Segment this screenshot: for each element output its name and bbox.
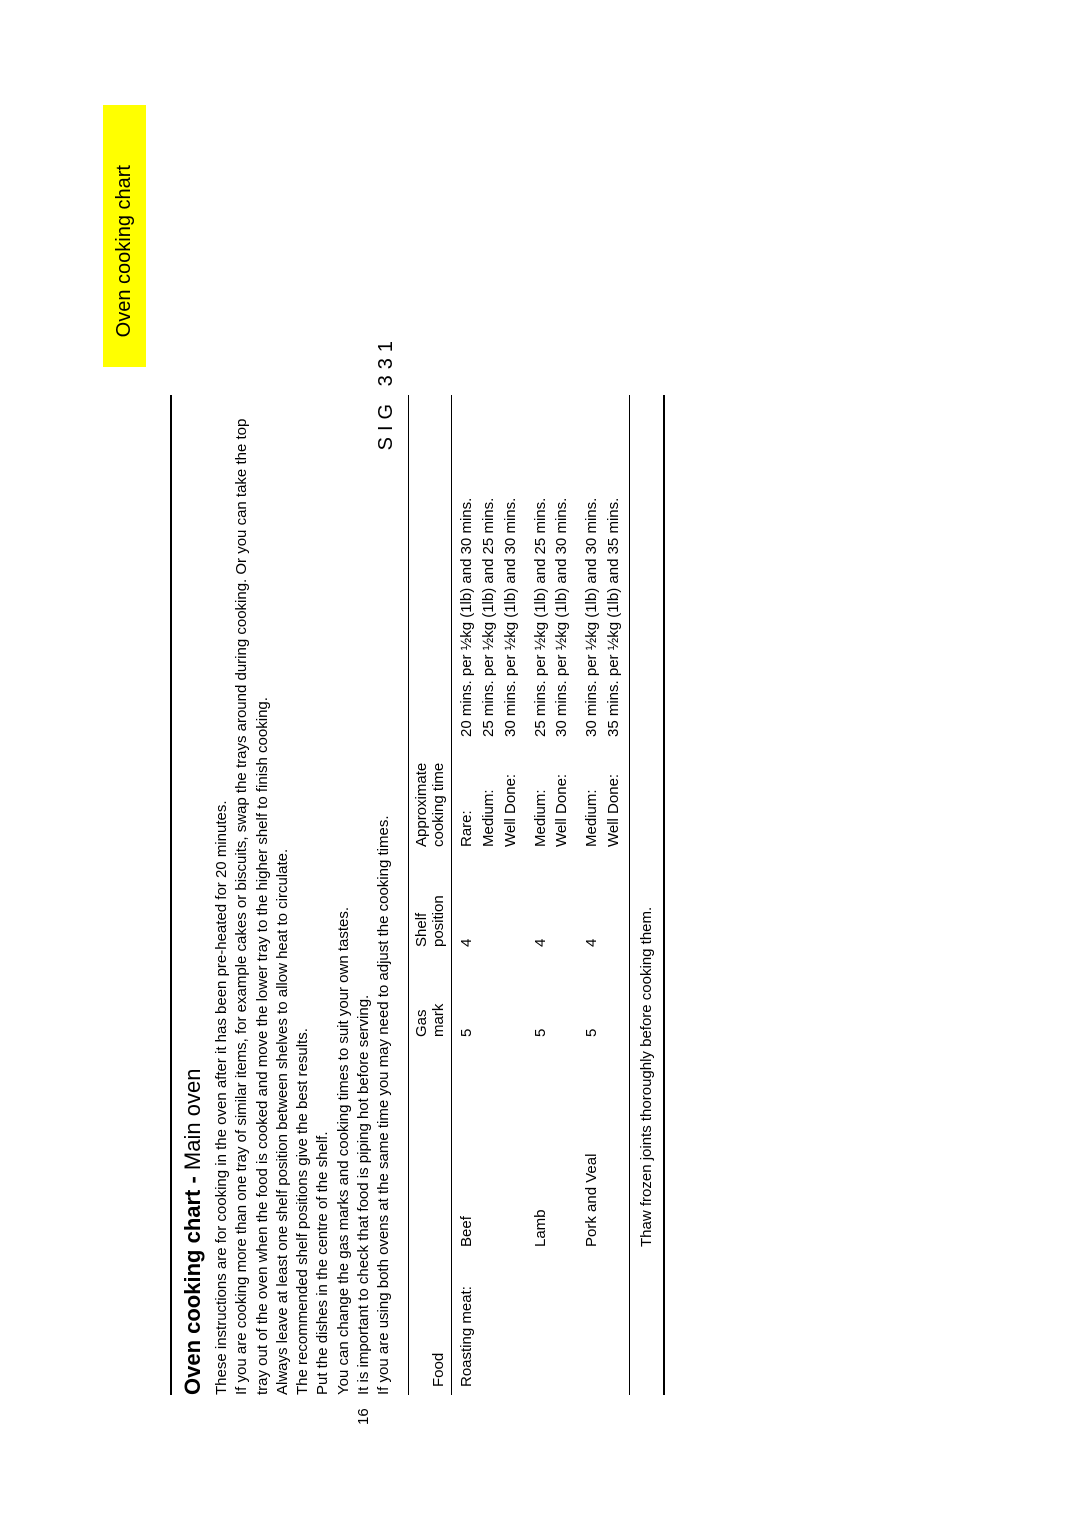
- time-label: Rare:: [456, 737, 478, 847]
- intro-text: These instructions are for cooking in th…: [212, 395, 394, 1395]
- col-header-food: Food: [409, 1255, 452, 1395]
- intro-line: You can change the gas marks and cooking…: [334, 395, 354, 1395]
- time-line: Well Done:30 mins. per ½kg (1lb) and 30 …: [500, 403, 522, 847]
- time-value: 30 mins. per ½kg (1lb) and 30 mins.: [500, 498, 522, 737]
- cell-time: Medium:30 mins. per ½kg (1lb) and 30 min…: [577, 395, 629, 855]
- cell-shelf: 4: [577, 855, 629, 955]
- cell-shelf: 4: [526, 855, 578, 955]
- table-footer-row: Thaw frozen joints thoroughly before coo…: [629, 395, 664, 1395]
- time-value: 20 mins. per ½kg (1lb) and 30 mins.: [456, 498, 478, 737]
- time-label: Medium:: [530, 737, 552, 847]
- intro-line: These instructions are for cooking in th…: [212, 395, 232, 1395]
- tab-label: Oven cooking chart: [113, 165, 135, 337]
- intro-line: If you are using both ovens at the same …: [374, 395, 394, 1395]
- col-header-shelf: Shelfposition: [409, 855, 452, 955]
- intro-line: The recommended shelf positions give the…: [293, 395, 313, 1395]
- section-tab: Oven cooking chart: [103, 105, 146, 367]
- cell-gas: 5: [452, 955, 526, 1045]
- footer-cell: [629, 1255, 664, 1395]
- model-code: SIG 331: [375, 335, 398, 450]
- cell-shelf: 4: [452, 855, 526, 955]
- col-header-time: Approximatecooking time: [409, 395, 452, 855]
- cell-item: Pork and Veal: [577, 1045, 629, 1255]
- col-header-blank: [409, 1045, 452, 1255]
- time-value: 25 mins. per ½kg (1lb) and 25 mins.: [478, 498, 500, 737]
- cooking-table: Food Gasmark Shelfposition Approximateco…: [408, 395, 665, 1395]
- time-line: Medium:25 mins. per ½kg (1lb) and 25 min…: [478, 403, 500, 847]
- intro-line: It is important to check that food is pi…: [354, 395, 374, 1395]
- page-landscape: Oven cooking chart 16 Oven cooking chart…: [130, 135, 950, 1395]
- time-label: Well Done:: [500, 737, 522, 847]
- cell-item: Lamb: [526, 1045, 578, 1255]
- table-header-row: Food Gasmark Shelfposition Approximateco…: [409, 395, 452, 1395]
- cell-food: [526, 1255, 578, 1395]
- intro-line: Always leave at least one shelf position…: [273, 395, 293, 1395]
- cell-time: Medium:25 mins. per ½kg (1lb) and 25 min…: [526, 395, 578, 855]
- title-bold: Oven cooking chart -: [180, 1170, 205, 1395]
- time-line: Medium:25 mins. per ½kg (1lb) and 25 min…: [530, 403, 552, 847]
- page-number: 16: [355, 1408, 372, 1425]
- time-label: Medium:: [581, 737, 603, 847]
- time-line: Well Done:35 mins. per ½kg (1lb) and 35 …: [603, 403, 625, 847]
- cell-item: Beef: [452, 1045, 526, 1255]
- cell-gas: 5: [526, 955, 578, 1045]
- cell-gas: 5: [577, 955, 629, 1045]
- content-area: Oven cooking chart - Main oven These ins…: [170, 395, 665, 1395]
- time-line: Rare:20 mins. per ½kg (1lb) and 30 mins.: [456, 403, 478, 847]
- time-label: Medium:: [478, 737, 500, 847]
- footer-note: Thaw frozen joints thoroughly before coo…: [629, 395, 664, 1255]
- table-row: Pork and Veal54 Medium:30 mins. per ½kg (…: [577, 395, 629, 1395]
- time-value: 35 mins. per ½kg (1lb) and 35 mins.: [603, 498, 625, 737]
- title-sub: Main oven: [180, 1069, 205, 1171]
- time-label: Well Done:: [603, 737, 625, 847]
- cell-time: Rare:20 mins. per ½kg (1lb) and 30 mins.…: [452, 395, 526, 855]
- col-header-gas: Gasmark: [409, 955, 452, 1045]
- top-rule: [170, 395, 172, 1395]
- time-line: Well Done:30 mins. per ½kg (1lb) and 30 …: [551, 403, 573, 847]
- cell-food: Roasting meat:: [452, 1255, 526, 1395]
- table-row: Lamb54 Medium:25 mins. per ½kg (1lb) and …: [526, 395, 578, 1395]
- table-body: Roasting meat:Beef54Rare:20 mins. per ½k…: [452, 395, 629, 1395]
- time-label: Well Done:: [551, 737, 573, 847]
- time-value: 30 mins. per ½kg (1lb) and 30 mins.: [581, 498, 603, 737]
- page-title: Oven cooking chart - Main oven: [180, 395, 206, 1395]
- time-value: 30 mins. per ½kg (1lb) and 30 mins.: [551, 498, 573, 737]
- time-value: 25 mins. per ½kg (1lb) and 25 mins.: [530, 498, 552, 737]
- table-row: Roasting meat:Beef54Rare:20 mins. per ½k…: [452, 395, 526, 1395]
- intro-line: If you are cooking more than one tray of…: [232, 395, 273, 1395]
- time-line: Medium:30 mins. per ½kg (1lb) and 30 min…: [581, 403, 603, 847]
- cell-food: [577, 1255, 629, 1395]
- intro-line: Put the dishes in the centre of the shel…: [313, 395, 333, 1395]
